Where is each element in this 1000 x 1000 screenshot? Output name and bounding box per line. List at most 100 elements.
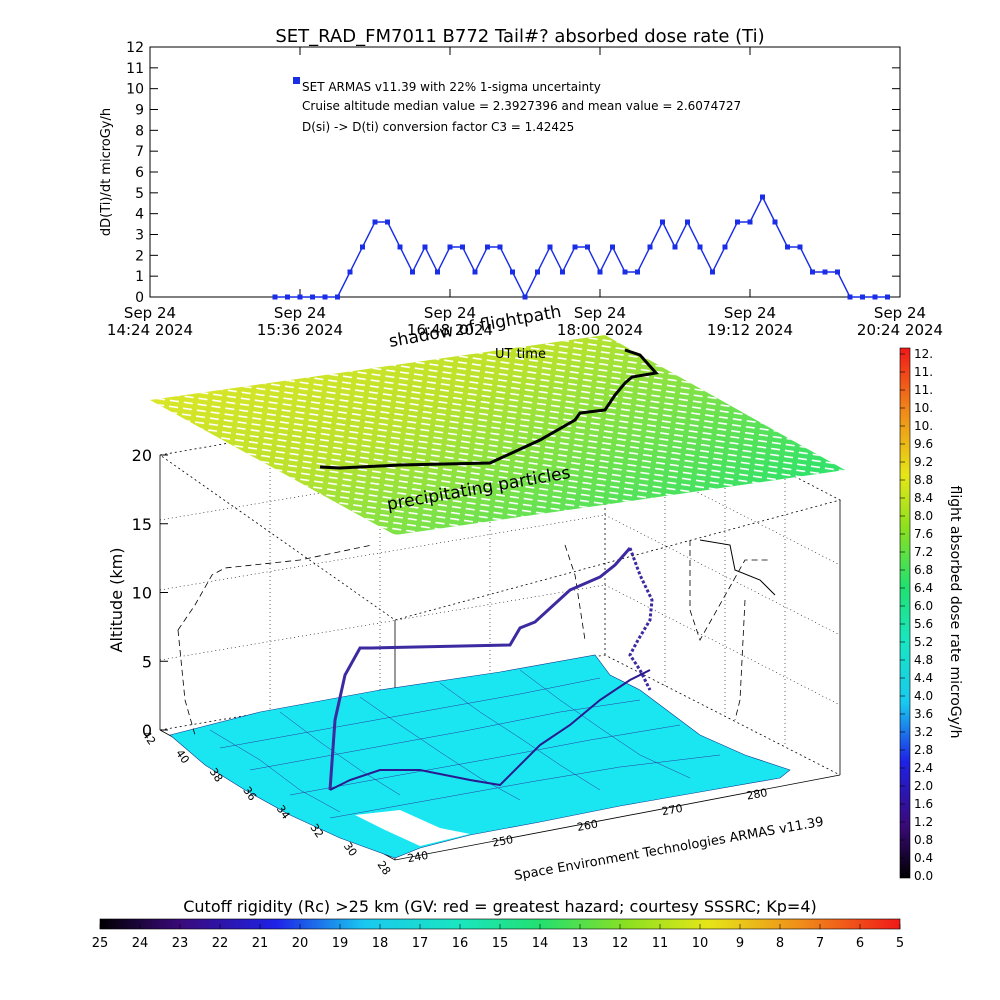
dose-colorbar-label: flight absorbed dose rate microGy/h bbox=[947, 486, 963, 739]
rigidity-colorbar-tick-label: 7 bbox=[816, 936, 824, 951]
rigidity-colorbar-tick-label: 19 bbox=[332, 936, 349, 951]
top-x-tick-label-line1: Sep 24 bbox=[574, 304, 626, 322]
rigidity-colorbar-tick-label: 20 bbox=[292, 936, 309, 951]
flight-3d-scene: shadow of flightpath UT time precipitati… bbox=[107, 302, 845, 884]
dose-colorbar-tick-label: 8.8 bbox=[914, 473, 933, 487]
top-y-tick-label: 10 bbox=[126, 82, 144, 98]
dose-point bbox=[272, 294, 278, 300]
rigidity-colorbar-tick-label: 8 bbox=[776, 936, 784, 951]
rigidity-colorbar-tick-label: 10 bbox=[692, 936, 709, 951]
ut-time-label: UT time bbox=[495, 347, 546, 362]
top-x-tick-label-line1: Sep 24 bbox=[274, 304, 326, 322]
top-y-tick-label: 7 bbox=[135, 144, 144, 160]
dose-point bbox=[397, 244, 403, 250]
top-x-tick-label-line2: 20:24 2024 bbox=[857, 321, 943, 339]
top-x-tick-label-line1: Sep 24 bbox=[424, 304, 476, 322]
dose-colorbar-tick-label: 11. bbox=[914, 365, 933, 379]
top-x-tick-label-line2: 15:36 2024 bbox=[257, 321, 343, 339]
rigidity-colorbar-label: Cutoff rigidity (Rc) >25 km (GV: red = g… bbox=[183, 897, 817, 916]
rigidity-colorbar: Cutoff rigidity (Rc) >25 km (GV: red = g… bbox=[92, 897, 904, 951]
state-borders bbox=[209, 669, 721, 819]
longitude-tick-label: 250 bbox=[491, 833, 514, 849]
dose-point bbox=[860, 294, 865, 300]
dose-point bbox=[635, 269, 640, 275]
rigidity-colorbar-tick-label: 23 bbox=[172, 936, 189, 951]
dose-point bbox=[710, 269, 715, 275]
top-x-tick-label-line1: Sep 24 bbox=[124, 304, 176, 322]
dose-point bbox=[535, 269, 540, 275]
dose-colorbar-tick-label: 7.6 bbox=[914, 527, 933, 541]
dose-point bbox=[785, 244, 790, 250]
dose-point bbox=[485, 244, 490, 250]
dose-point bbox=[547, 244, 553, 250]
top-y-axis-label: dD(Ti)/dt microGy/h bbox=[99, 108, 114, 236]
top-y-tick-label: 5 bbox=[135, 186, 144, 202]
rigidity-colorbar-tick-label: 5 bbox=[896, 936, 904, 951]
dose-colorbar-tick-label: 6.4 bbox=[914, 581, 933, 595]
rigidity-colorbar-tick-label: 15 bbox=[492, 936, 509, 951]
top-y-tick-label: 3 bbox=[135, 228, 144, 244]
top-y-tick-label: 1 bbox=[135, 269, 144, 285]
dose-point bbox=[335, 294, 340, 300]
dose-series bbox=[272, 194, 890, 300]
top-y-tick-label: 6 bbox=[135, 165, 144, 181]
dose-rate-colorbar: 0.0 0.4 0.8 1.2 1.6 2.0 2.4 2.8 3.2 3.6 4.0 4.4 4.8 5… bbox=[899, 347, 963, 883]
dose-colorbar-tick-label: 0.4 bbox=[914, 851, 933, 865]
rigidity-colorbar-tick-label: 22 bbox=[212, 936, 229, 951]
altitude-axis-label: Altitude (km) bbox=[107, 548, 126, 653]
dose-colorbar-tick-label: 5.6 bbox=[914, 617, 933, 631]
dose-colorbar-tick-label: 5.2 bbox=[914, 635, 933, 649]
dose-colorbar-tick-label: 3.2 bbox=[914, 725, 933, 739]
dose-point bbox=[560, 269, 565, 275]
dose-point bbox=[385, 219, 390, 225]
dose-point bbox=[735, 219, 740, 225]
top-x-tick-label-line1: Sep 24 bbox=[874, 304, 926, 322]
dose-point bbox=[522, 294, 528, 300]
top-y-tick-label: 12 bbox=[126, 40, 144, 56]
longitude-tick-label: 260 bbox=[576, 817, 599, 833]
dose-colorbar-tick-label: 4.0 bbox=[914, 689, 933, 703]
map-surface bbox=[169, 654, 791, 859]
dose-colorbar-tick-label: 1.6 bbox=[914, 797, 933, 811]
top-x-tick-label-line2: 19:12 2024 bbox=[707, 321, 793, 339]
dose-point bbox=[460, 244, 465, 250]
top-x-tick-label-line2: 14:24 2024 bbox=[107, 321, 193, 339]
altitude-tick-label: 20 bbox=[132, 446, 152, 465]
dose-colorbar-tick-label: 7.2 bbox=[914, 545, 933, 559]
dose-point bbox=[285, 294, 290, 300]
precipitating-particles-plane bbox=[150, 335, 845, 535]
dose-point bbox=[422, 244, 428, 250]
dose-colorbar-tick-label: 2.8 bbox=[914, 743, 933, 757]
top-y-tick-label: 8 bbox=[135, 123, 144, 139]
longitude-tick-label: 280 bbox=[746, 786, 769, 802]
rigidity-colorbar-tick-label: 6 bbox=[856, 936, 864, 951]
dose-point bbox=[372, 219, 378, 225]
dose-colorbar-tick-label: 6.8 bbox=[914, 563, 933, 577]
dose-point bbox=[872, 294, 878, 300]
rigidity-colorbar-tick-label: 14 bbox=[532, 936, 549, 951]
dose-point bbox=[672, 244, 678, 250]
dose-point bbox=[572, 244, 578, 250]
dose-point bbox=[610, 244, 615, 250]
top-chart-title: SET_RAD_FM7011 B772 Tail#? absorbed dose… bbox=[275, 26, 764, 47]
dose-colorbar-tick-label: 3.6 bbox=[914, 707, 933, 721]
flightpath-shadow bbox=[319, 348, 659, 470]
dose-point bbox=[410, 269, 415, 275]
dose-point bbox=[760, 194, 765, 200]
dose-colorbar-tick-label: 4.4 bbox=[914, 671, 933, 685]
dose-point bbox=[660, 219, 665, 225]
dose-colorbar-tick-label: 12. bbox=[914, 347, 933, 361]
rigidity-colorbar-tick-label: 12 bbox=[612, 936, 629, 951]
longitude-axis: 240 250 260 270 280 bbox=[406, 786, 768, 865]
dose-point bbox=[447, 244, 453, 250]
dose-point bbox=[497, 244, 503, 250]
top-y-tick-label: 9 bbox=[135, 103, 144, 119]
dose-colorbar-tick-label: 2.0 bbox=[914, 779, 933, 793]
rigidity-colorbar-tick-label: 16 bbox=[452, 936, 469, 951]
dose-point bbox=[347, 269, 353, 275]
dose-colorbar-tick-label: 0.0 bbox=[914, 869, 933, 883]
top-y-tick-label: 4 bbox=[135, 207, 144, 223]
dose-point bbox=[647, 244, 653, 250]
